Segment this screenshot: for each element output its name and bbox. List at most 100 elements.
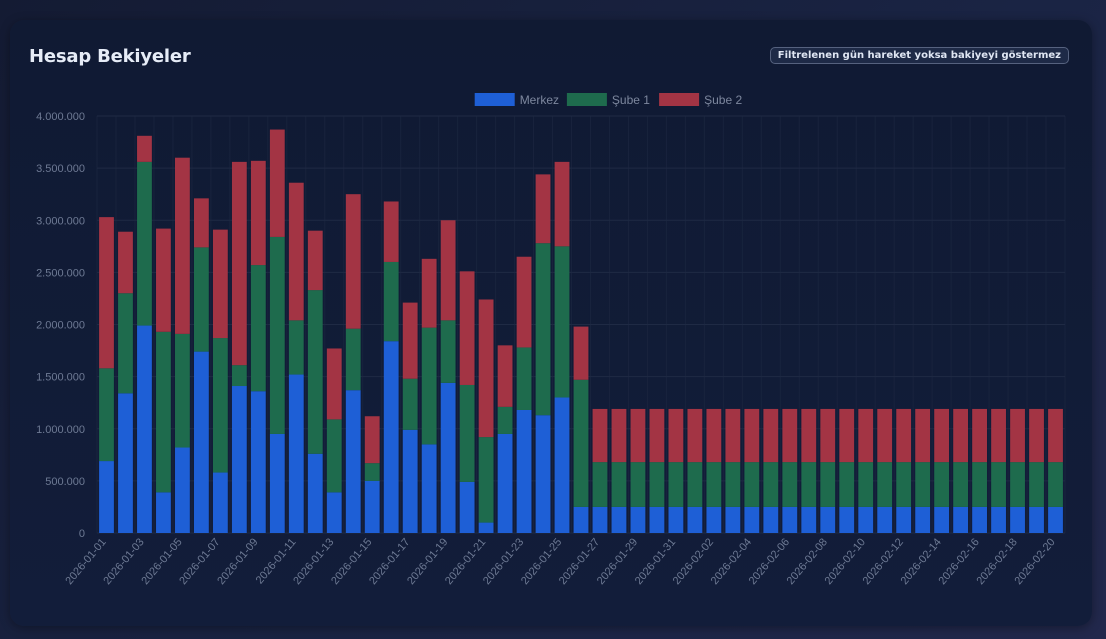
bar-segment[interactable]: [345, 194, 361, 329]
bar-segment[interactable]: [383, 341, 399, 533]
bar-segment[interactable]: [535, 174, 551, 244]
bar-segment[interactable]: [231, 161, 247, 366]
bar-segment[interactable]: [212, 338, 228, 473]
bar-segment[interactable]: [1048, 506, 1063, 533]
bar-segment[interactable]: [118, 393, 133, 533]
bar-segment[interactable]: [858, 462, 874, 507]
bar-segment[interactable]: [402, 429, 418, 533]
bar-segment[interactable]: [877, 408, 893, 463]
bar-segment[interactable]: [516, 409, 532, 533]
bar-segment[interactable]: [421, 444, 437, 533]
bar-segment[interactable]: [573, 379, 589, 507]
bar-segment[interactable]: [668, 462, 684, 507]
bar-segment[interactable]: [1010, 408, 1025, 463]
bar-segment[interactable]: [896, 506, 912, 533]
bar-segment[interactable]: [307, 230, 323, 291]
bar-segment[interactable]: [934, 462, 950, 507]
bar-segment[interactable]: [839, 506, 855, 533]
bar-segment[interactable]: [573, 506, 589, 533]
legend-swatch[interactable]: [659, 93, 700, 106]
bar-segment[interactable]: [99, 461, 114, 533]
legend-swatch[interactable]: [474, 93, 515, 106]
bar-segment[interactable]: [193, 351, 209, 533]
bar-segment[interactable]: [364, 480, 380, 533]
bar-segment[interactable]: [478, 522, 494, 533]
bar-segment[interactable]: [156, 492, 171, 533]
bar-segment[interactable]: [1029, 408, 1044, 463]
bar-segment[interactable]: [877, 462, 893, 507]
bar-segment[interactable]: [535, 415, 551, 533]
bar-segment[interactable]: [231, 386, 247, 533]
bar-segment[interactable]: [896, 408, 912, 463]
bar-segment[interactable]: [611, 506, 627, 533]
bar-segment[interactable]: [554, 161, 570, 247]
bar-segment[interactable]: [630, 408, 646, 463]
bar-segment[interactable]: [706, 408, 722, 463]
bar-segment[interactable]: [137, 161, 152, 326]
bar-segment[interactable]: [307, 453, 323, 533]
legend-label[interactable]: Merkez: [520, 93, 559, 107]
bar-segment[interactable]: [782, 408, 798, 463]
bar-segment[interactable]: [896, 462, 912, 507]
bar-segment[interactable]: [953, 408, 969, 463]
bar-segment[interactable]: [801, 408, 817, 463]
bar-segment[interactable]: [991, 462, 1006, 507]
bar-segment[interactable]: [668, 506, 684, 533]
bar-segment[interactable]: [801, 462, 817, 507]
bar-segment[interactable]: [934, 408, 950, 463]
bar-segment[interactable]: [649, 462, 665, 507]
bar-segment[interactable]: [440, 220, 456, 321]
bar-segment[interactable]: [175, 447, 190, 533]
bar-segment[interactable]: [402, 302, 418, 379]
bar-segment[interactable]: [459, 384, 475, 482]
bar-segment[interactable]: [991, 506, 1006, 533]
legend-label[interactable]: Şube 2: [704, 93, 742, 107]
bar-segment[interactable]: [364, 463, 380, 481]
bar-segment[interactable]: [497, 345, 513, 407]
bar-segment[interactable]: [839, 408, 855, 463]
bar-segment[interactable]: [706, 462, 722, 507]
bar-segment[interactable]: [345, 390, 361, 533]
bar-segment[interactable]: [1048, 408, 1063, 463]
legend-swatch[interactable]: [566, 93, 607, 106]
bar-segment[interactable]: [156, 331, 171, 493]
bar-segment[interactable]: [345, 328, 361, 391]
bar-segment[interactable]: [972, 462, 987, 507]
bar-segment[interactable]: [516, 256, 532, 348]
bar-segment[interactable]: [649, 506, 665, 533]
legend-label[interactable]: Şube 1: [612, 93, 650, 107]
bar-segment[interactable]: [1029, 506, 1044, 533]
bar-segment[interactable]: [706, 506, 722, 533]
bar-segment[interactable]: [725, 462, 741, 507]
bar-segment[interactable]: [459, 481, 475, 533]
bar-segment[interactable]: [630, 506, 646, 533]
bar-segment[interactable]: [725, 506, 741, 533]
bar-segment[interactable]: [212, 229, 228, 339]
bar-segment[interactable]: [630, 462, 646, 507]
bar-segment[interactable]: [801, 506, 817, 533]
bar-segment[interactable]: [858, 506, 874, 533]
bar-segment[interactable]: [687, 462, 703, 507]
bar-segment[interactable]: [877, 506, 893, 533]
bar-segment[interactable]: [1029, 462, 1044, 507]
bar-segment[interactable]: [839, 462, 855, 507]
bar-segment[interactable]: [1010, 462, 1025, 507]
bar-segment[interactable]: [1010, 506, 1025, 533]
bar-segment[interactable]: [972, 506, 987, 533]
bar-segment[interactable]: [326, 492, 342, 533]
bar-segment[interactable]: [231, 365, 247, 387]
bar-segment[interactable]: [99, 217, 114, 369]
bar-segment[interactable]: [288, 374, 304, 533]
bar-segment[interactable]: [592, 408, 608, 463]
bar-segment[interactable]: [687, 408, 703, 463]
bar-segment[interactable]: [820, 506, 836, 533]
bar-segment[interactable]: [953, 462, 969, 507]
bar-segment[interactable]: [611, 462, 627, 507]
bar-segment[interactable]: [725, 408, 741, 463]
bar-segment[interactable]: [99, 368, 114, 462]
bar-segment[interactable]: [668, 408, 684, 463]
bar-segment[interactable]: [934, 506, 950, 533]
bar-segment[interactable]: [516, 347, 532, 410]
bar-segment[interactable]: [535, 243, 551, 416]
hide-balance-toggle-button[interactable]: Filtrelenen gün hareket yoksa bakiyeyi g…: [769, 47, 1069, 64]
